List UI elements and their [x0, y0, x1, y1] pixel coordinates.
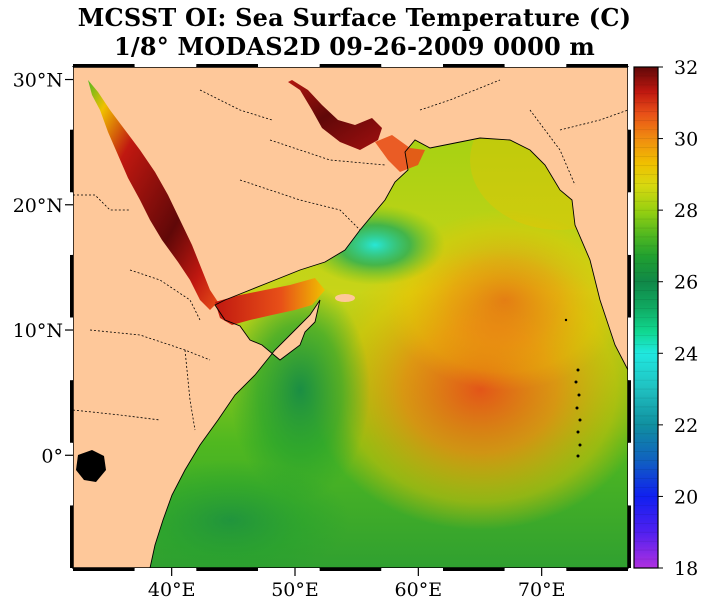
colorbar-tick-label: 30: [674, 129, 698, 151]
frame-bar-bottom: [73, 568, 135, 571]
india-coast: [572, 200, 628, 370]
colorbar: 32 30 28 26 24 22 20 18: [633, 57, 698, 580]
colorbar-tick-label: 24: [674, 343, 698, 365]
socotra-island: [335, 294, 355, 302]
frame-bar-top: [319, 64, 382, 67]
coastline: [149, 137, 628, 568]
frame-bar-right: [628, 129, 631, 193]
frame-bar-right: [628, 317, 631, 381]
colorbar-tick-label: 28: [674, 200, 698, 222]
land-mainland: [73, 67, 628, 568]
frame-bar-right: [628, 254, 631, 318]
colorbar-frame: [633, 66, 659, 569]
frame-bar-right: [628, 505, 631, 568]
y-tick-label: 0°: [41, 445, 63, 467]
y-tick-label: 10°N: [13, 320, 63, 342]
map-subtitle: 1/8° MODAS2D 09-26-2009 0000 m: [113, 32, 596, 61]
frame-bar-top: [196, 64, 258, 67]
frame-bar-top: [73, 64, 135, 67]
map-panel: [73, 67, 628, 568]
frame-bar-right: [628, 192, 631, 255]
red-sea: [88, 80, 218, 310]
frame-bar-left: [70, 192, 73, 255]
colorbar-tick-label: 26: [674, 272, 698, 294]
frame-bar-left: [70, 254, 73, 318]
colorbar-tick-label: 20: [674, 486, 698, 508]
frame-bar-top: [381, 64, 443, 67]
persian-gulf: [272, 80, 382, 150]
frame-bar-top: [134, 64, 197, 67]
colorbar-gradient: [634, 67, 658, 568]
frame-bar-bottom: [566, 568, 628, 571]
frame-bar-left: [70, 67, 73, 130]
frame-bar-left: [70, 442, 73, 506]
frame-bar-left: [70, 317, 73, 381]
frame-bar-bottom: [196, 568, 258, 571]
frame-bar-bottom: [134, 568, 197, 571]
frame-bar-bottom: [443, 568, 505, 571]
colorbar-tick-label: 32: [674, 57, 698, 79]
x-tick-label: 60°E: [395, 579, 443, 601]
frame-bar-bottom: [258, 568, 320, 571]
lake-victoria: [76, 450, 106, 482]
y-tick-label: 20°N: [13, 195, 63, 217]
frame-bar-right: [628, 442, 631, 506]
frame-bar-bottom: [504, 568, 567, 571]
somali-upwelling-region: [230, 280, 370, 500]
frame-bar-left: [70, 380, 73, 443]
maldives-islands: [564, 318, 582, 458]
frame-bar-top: [258, 64, 320, 67]
map-title: MCSST OI: Sea Surface Temperature (C): [77, 3, 632, 32]
frame-bar-left: [70, 505, 73, 568]
frame-bar-top: [504, 64, 567, 67]
map-axis-ticks: 40°E 50°E 60°E 70°E 30°N 20°N 10°N 0°: [13, 64, 631, 601]
x-tick-label: 50°E: [271, 579, 319, 601]
frame-bar-right: [628, 67, 631, 130]
colorbar-ticks: 32 30 28 26 24 22 20 18: [658, 57, 698, 580]
gulf-of-oman: [375, 135, 425, 172]
frame-bar-bottom: [381, 568, 443, 571]
frame-bar-bottom: [319, 568, 382, 571]
frame-bar-right: [628, 380, 631, 443]
frame-bar-top: [443, 64, 505, 67]
x-tick-label: 40°E: [148, 579, 196, 601]
frame-bar-top: [566, 64, 628, 67]
country-borders: [73, 79, 628, 431]
y-tick-label: 30°N: [13, 70, 63, 92]
colorbar-tick-label: 22: [674, 415, 698, 437]
frame-bar-left: [70, 129, 73, 193]
colorbar-tick-label: 18: [674, 558, 698, 580]
x-tick-label: 70°E: [518, 579, 566, 601]
warm-region-north: [385, 210, 625, 390]
gulf-of-aden: [215, 278, 325, 325]
